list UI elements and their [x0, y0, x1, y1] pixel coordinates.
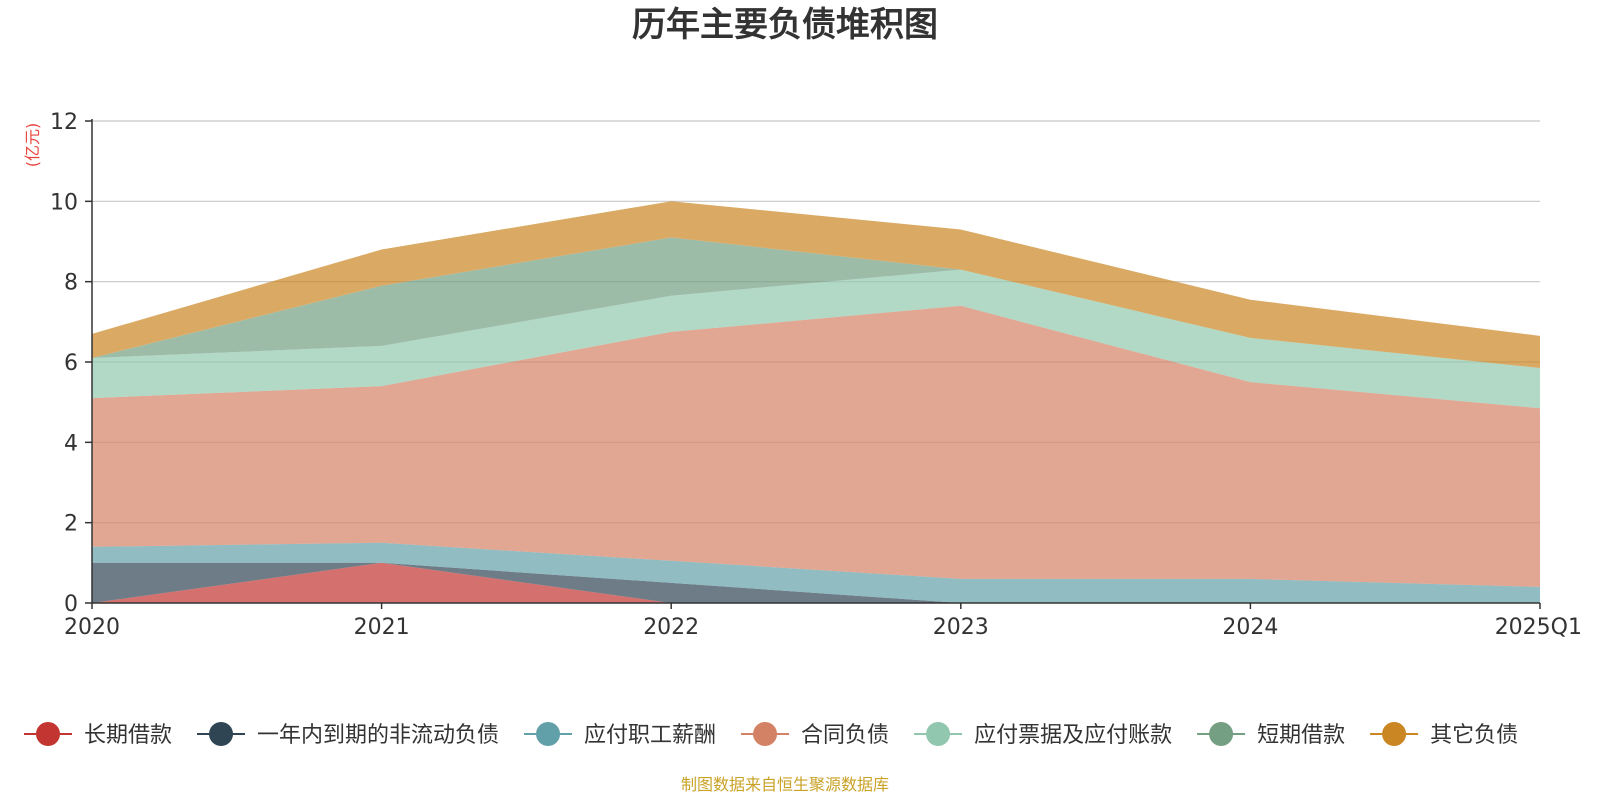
chart-title: 历年主要负债堆积图: [632, 5, 938, 45]
legend[interactable]: 长期借款 一年内到期的非流动负债 应付职工薪酬 合同负债 应付票据及应付账款 短期借款 其它…: [24, 722, 1518, 748]
source-note: 制图数据来自恒生聚源数据库: [681, 775, 889, 794]
legend-circle-icon: [36, 722, 60, 746]
legend-item-6[interactable]: 其它负债: [1370, 722, 1518, 748]
legend-label: 短期借款: [1257, 723, 1345, 748]
x-tick-label: 2020: [64, 615, 120, 640]
legend-item-2[interactable]: 应付职工薪酬: [524, 722, 716, 748]
area-series-2: [92, 542, 1540, 603]
y-tick-label: 8: [64, 271, 78, 296]
axes: 0 2 4 6 8 10 12 2020 2021 2022 2023 2024 2025Q1: [50, 110, 1582, 640]
legend-label: 其它负债: [1430, 723, 1518, 748]
legend-item-5[interactable]: 短期借款: [1197, 722, 1345, 748]
legend-circle-icon: [753, 722, 778, 746]
area-series-4: [92, 269, 1540, 409]
legend-item-0[interactable]: 长期借款: [24, 722, 172, 748]
legend-label: 长期借款: [84, 723, 172, 748]
x-tick-label: 2023: [933, 615, 989, 640]
y-tick-label: 0: [64, 592, 78, 617]
y-tick-label: 6: [64, 351, 78, 376]
y-axis-unit: (亿元): [23, 123, 42, 168]
legend-circle-icon: [1209, 722, 1234, 746]
legend-label: 一年内到期的非流动负债: [257, 723, 499, 748]
legend-label: 应付票据及应付账款: [974, 723, 1172, 748]
y-tick-label: 2: [64, 512, 78, 537]
x-tick-label: 2024: [1222, 615, 1278, 640]
x-tick-label: 2021: [354, 615, 410, 640]
area-series-1: [92, 562, 1540, 603]
y-tick-label: 4: [64, 431, 78, 456]
legend-item-4[interactable]: 应付票据及应付账款: [914, 722, 1172, 748]
y-tick-label: 12: [50, 110, 78, 135]
area-series-6: [92, 201, 1540, 368]
area-series-3: [92, 305, 1540, 587]
legend-label: 合同负债: [801, 723, 889, 748]
area-series-0: [92, 562, 1540, 603]
legend-circle-icon: [536, 722, 561, 746]
legend-item-1[interactable]: 一年内到期的非流动负债: [197, 722, 499, 748]
legend-circle-icon: [209, 722, 234, 746]
y-tick-label: 10: [50, 190, 78, 215]
legend-label: 应付职工薪酬: [584, 723, 716, 748]
legend-circle-icon: [1382, 722, 1407, 746]
area-series-5: [92, 237, 1540, 368]
x-tick-label: 2025Q1: [1495, 615, 1582, 640]
legend-circle-icon: [926, 722, 951, 746]
x-tick-label: 2022: [643, 615, 699, 640]
legend-item-3[interactable]: 合同负债: [741, 722, 889, 748]
stacked-areas: [92, 201, 1540, 603]
